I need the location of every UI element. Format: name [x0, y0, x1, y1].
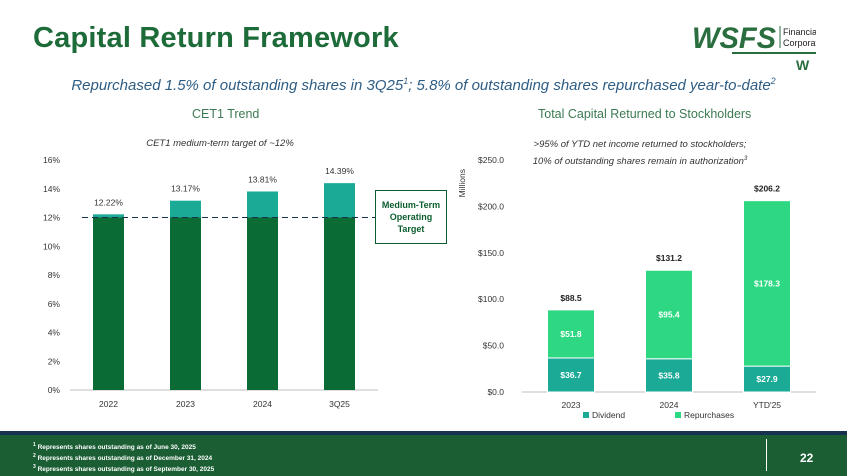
callout-line1: Medium-Term	[381, 200, 441, 210]
capital-total-label: $131.2	[656, 253, 682, 263]
capital-ytick-label: $100.0	[478, 294, 504, 304]
capital-bar-dividend	[743, 365, 791, 393]
capital-ytick-label: $0.0	[487, 387, 504, 397]
capital-xtick-label: YTD'25	[753, 400, 781, 410]
cet1-ytick-label: 2%	[48, 356, 61, 366]
cet1-xtick-label: 3Q25	[329, 399, 350, 409]
logo-wordmark: WSFS	[692, 22, 776, 55]
cet1-bar-excess	[324, 183, 355, 218]
cet1-ytick-label: 4%	[48, 328, 61, 338]
cet1-bar-base	[247, 217, 278, 390]
capital-note-sup: 3	[743, 156, 748, 162]
cet1-bar-base	[93, 217, 124, 390]
wsfs-logo: WSFS Financial Corporation W	[692, 22, 816, 72]
capital-ytick-label: $150.0	[478, 248, 504, 258]
capital-segment-label: $95.4	[658, 310, 680, 320]
legend-swatch-dividend	[583, 412, 589, 418]
subtitle-mid: ; 5.8% of outstanding shares repurchased…	[408, 77, 771, 94]
capital-total-label: $88.5	[560, 293, 582, 303]
logo-line1: Financial	[783, 27, 816, 37]
cet1-bar-base	[170, 217, 201, 390]
cet1-data-label: 12.22%	[94, 197, 123, 207]
legend-label-repurchases: Repurchases	[684, 410, 734, 420]
subtitle-sup-1: 1	[403, 76, 409, 86]
subtitle-sup-2: 2	[770, 76, 776, 86]
legend-swatch-repurchases	[675, 412, 681, 418]
page-subtitle: Repurchased 1.5% of outstanding shares i…	[0, 76, 847, 94]
cet1-data-label: 14.39%	[325, 166, 354, 176]
capital-note-line1: >95% of YTD net income returned to stock…	[533, 139, 747, 150]
footnote-2: 2 Represents shares outstanding as of De…	[33, 453, 213, 463]
capital-segment-label: $178.3	[754, 278, 780, 288]
page-title: Capital Return Framework	[33, 22, 399, 54]
capital-ylabel: Millions	[457, 169, 467, 197]
cet1-data-label: 13.17%	[171, 184, 200, 194]
cet1-data-label: 13.81%	[248, 174, 277, 184]
cet1-xtick-label: 2022	[99, 399, 118, 409]
cet1-ytick-label: 8%	[48, 270, 61, 280]
capital-segment-label: $27.9	[756, 374, 778, 384]
footnote-3: 3 Represents shares outstanding as of Se…	[33, 464, 215, 474]
capital-segment-label: $36.7	[560, 370, 582, 380]
cet1-ytick-label: 10%	[43, 241, 60, 251]
capital-note: >95% of YTD net income returned to stock…	[480, 138, 800, 169]
capital-bar-repurchases	[645, 269, 693, 360]
capital-ytick-label: $50.0	[483, 341, 505, 351]
capital-bar-dividend	[645, 358, 693, 393]
footer-divider	[766, 439, 767, 471]
page-number: 22	[800, 451, 814, 465]
callout-line3: Target	[397, 224, 425, 234]
cet1-ytick-label: 6%	[48, 299, 61, 309]
cet1-bar-excess	[93, 214, 124, 218]
cet1-ytick-label: 0%	[48, 385, 61, 395]
capital-note-line2: 10% of outstanding shares remain in auth…	[532, 156, 744, 168]
capital-xtick-label: 2023	[562, 400, 581, 410]
capital-ytick-label: $250.0	[478, 155, 504, 165]
capital-ytick-label: $200.0	[478, 201, 504, 211]
footnotes: 1 Represents shares outstanding as of Ju…	[33, 441, 214, 474]
subtitle-text: Repurchased 1.5% of outstanding shares i…	[71, 77, 404, 94]
capital-bar-repurchases	[547, 309, 595, 359]
target-callout: Medium-Term Operating Target	[375, 190, 447, 244]
capital-bar-dividend	[547, 357, 595, 393]
cet1-bar-base	[324, 217, 355, 390]
cet1-section-title: CET1 Trend	[192, 107, 260, 121]
cet1-ytick-label: 12%	[43, 213, 60, 223]
cet1-ytick-label: 16%	[43, 155, 60, 165]
cet1-bar-excess	[247, 191, 278, 218]
footer-band	[0, 431, 847, 476]
footnote-1: 1 Represents shares outstanding as of Ju…	[33, 442, 196, 452]
cet1-xtick-label: 2023	[176, 399, 195, 409]
cet1-chart: 0% 2% 4% 6% 8% 10% 12% 14% 16% 12.22% 2022 13.17% 20…	[43, 155, 378, 409]
logo-line2: Corporation	[783, 38, 816, 48]
capital-total-label: $206.2	[754, 184, 780, 194]
capital-segment-label: $35.8	[658, 370, 680, 380]
capital-xtick-label: 2024	[660, 400, 679, 410]
capital-bar-repurchases	[743, 200, 791, 367]
cet1-ytick-label: 14%	[43, 184, 60, 194]
capital-segment-label: $51.8	[560, 329, 582, 339]
cet1-note: CET1 medium-term target of ~12%	[146, 138, 294, 149]
legend-label-dividend: Dividend	[592, 410, 625, 420]
capital-section-title: Total Capital Returned to Stockholders	[538, 107, 752, 121]
logo-mark: W	[796, 57, 810, 72]
cet1-xtick-label: 2024	[253, 399, 272, 409]
capital-returned-chart: Millions $0.0 $50.0 $100.0 $150.0 $200.0 $250.…	[457, 155, 816, 420]
cet1-bar-excess	[170, 200, 201, 218]
callout-line2: Operating	[389, 212, 433, 222]
